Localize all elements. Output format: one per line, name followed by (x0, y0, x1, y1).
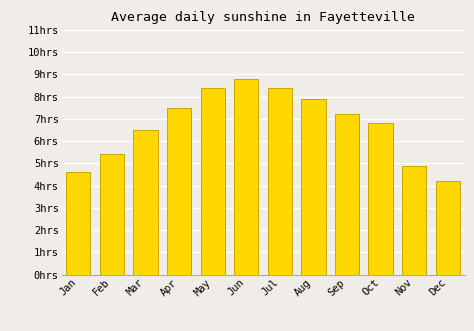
Bar (66, 172, 91, 275)
Bar (201, 88, 225, 275)
Bar (335, 115, 359, 275)
Bar (167, 108, 191, 275)
Bar (402, 166, 426, 275)
Bar (100, 155, 124, 275)
Bar (234, 79, 258, 275)
Bar (301, 99, 326, 275)
Bar (134, 130, 158, 275)
Bar (268, 88, 292, 275)
Bar (368, 123, 392, 275)
Bar (436, 181, 460, 275)
Title: Average daily sunshine in Fayetteville: Average daily sunshine in Fayetteville (111, 12, 415, 24)
